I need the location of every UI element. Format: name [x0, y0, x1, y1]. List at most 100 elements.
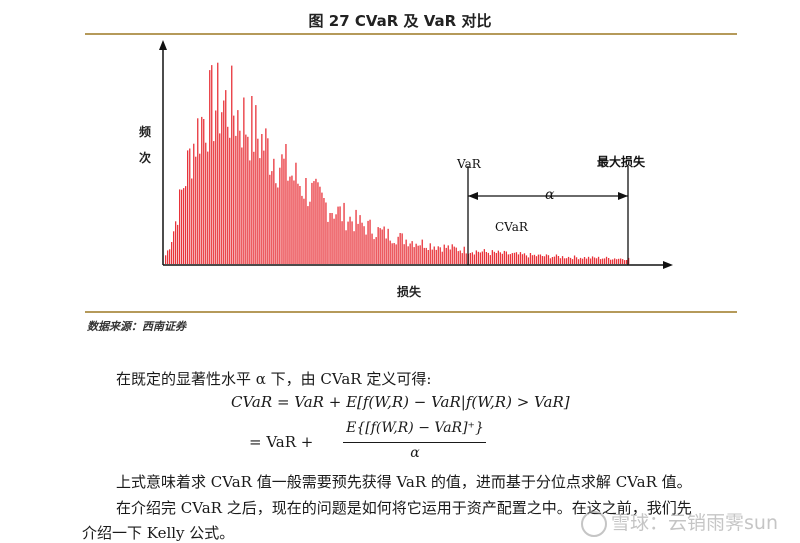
histogram-bar: [612, 259, 614, 264]
histogram-bar: [407, 246, 409, 264]
histogram-bar: [433, 246, 435, 264]
histogram-bar: [285, 144, 287, 264]
histogram-bar: [519, 252, 522, 264]
histogram-bars: [165, 62, 630, 265]
body-line-3: 在介绍完 CVaR 之后，现在的问题是如何将它运用于资产配置之中。在这之前，我们…: [116, 499, 692, 517]
histogram-bar: [363, 226, 365, 264]
histogram-bar: [225, 90, 227, 264]
source-note: 数据来源：西南证券: [87, 320, 186, 333]
histogram-bar: [345, 230, 347, 264]
histogram-bar: [245, 134, 247, 264]
histogram-bar: [169, 249, 171, 264]
histogram-bar: [201, 116, 203, 265]
histogram-bar: [553, 256, 556, 264]
figure-title: 图 27 CVaR 及 VaR 对比: [308, 12, 492, 30]
y-axis-label-char1: 频: [139, 124, 151, 139]
histogram-bar: [443, 244, 445, 264]
histogram-bar: [319, 186, 321, 264]
histogram-bar: [563, 258, 566, 264]
histogram-bar: [213, 141, 215, 264]
histogram-bar: [307, 206, 309, 264]
histogram-bar: [533, 254, 536, 264]
histogram-bar: [543, 256, 546, 264]
histogram-bar: [227, 126, 229, 264]
histogram-bar: [557, 256, 560, 264]
equation-2-lhs: = VaR +: [249, 433, 314, 451]
histogram-bar: [365, 234, 367, 264]
histogram-bar: [509, 254, 511, 264]
equation-2-numerator: E{[f(W,R) − VaR]⁺}: [346, 420, 484, 436]
histogram-bar: [223, 100, 225, 264]
histogram-bar: [267, 138, 269, 264]
histogram-bar: [431, 249, 433, 264]
body-line-1: 在既定的显著性水平 α 下，由 CVaR 定义可得:: [116, 370, 432, 388]
histogram-bar: [315, 178, 317, 264]
histogram-bar: [425, 247, 427, 264]
histogram-bar: [419, 245, 421, 264]
histogram-bar: [505, 251, 507, 264]
histogram-bar: [251, 96, 253, 264]
histogram-bar: [405, 239, 407, 264]
histogram-bar: [483, 249, 485, 264]
equation-1: CVaR = VaR + E[f(W,R) − VaR|f(W,R) > VaR…: [231, 393, 570, 411]
histogram-bar: [618, 258, 620, 264]
histogram-bar: [333, 218, 335, 264]
histogram-bar: [211, 65, 213, 264]
histogram-bar: [579, 257, 582, 264]
histogram-bar: [237, 110, 239, 264]
histogram-bar: [577, 259, 580, 264]
histogram-bar: [387, 228, 389, 264]
histogram-bar: [457, 251, 459, 264]
histogram-bar: [461, 253, 463, 264]
alpha-arrow-left: [468, 192, 478, 200]
histogram-bar: [183, 188, 185, 264]
histogram-bar: [195, 156, 197, 264]
histogram-bar: [539, 254, 542, 264]
histogram-bar: [569, 257, 572, 264]
histogram-bar: [585, 258, 588, 264]
y-axis-arrow: [159, 40, 167, 50]
histogram-bar: [573, 255, 576, 264]
histogram-bar: [351, 221, 353, 264]
histogram-bar: [395, 244, 397, 264]
histogram-bar: [321, 192, 323, 264]
histogram-bar: [463, 246, 465, 264]
histogram-bar: [525, 255, 528, 264]
histogram-bar: [297, 183, 299, 264]
histogram-bar: [439, 247, 441, 264]
histogram-bar: [397, 236, 399, 264]
histogram-bar: [599, 259, 602, 264]
fraction-bar: [343, 442, 486, 443]
x-axis-arrow: [663, 261, 673, 269]
histogram-bar: [589, 258, 592, 264]
histogram-bar: [293, 180, 295, 264]
histogram-bar: [377, 227, 379, 264]
watermark-text: 雪球：云销雨霁sun: [611, 512, 778, 534]
histogram-bar: [325, 202, 327, 264]
histogram-bar: [622, 259, 624, 264]
top-rule: [85, 33, 737, 35]
histogram-bar: [601, 258, 604, 264]
histogram-bar: [499, 252, 501, 264]
histogram-bar: [547, 255, 550, 264]
histogram-bar: [301, 195, 303, 264]
histogram-bar: [205, 142, 207, 264]
histogram-bar: [608, 258, 610, 264]
histogram-bar: [515, 252, 518, 264]
histogram-bar: [449, 249, 451, 264]
histogram-bar: [337, 206, 339, 264]
histogram-bar: [309, 201, 311, 264]
histogram-bar: [628, 257, 630, 264]
histogram-bar: [305, 178, 307, 264]
histogram-bar: [341, 221, 343, 264]
histogram-bar: [435, 249, 437, 264]
histogram-bar: [287, 180, 289, 264]
histogram-bar: [423, 247, 425, 264]
histogram-bar: [313, 181, 315, 264]
histogram-bar: [427, 250, 429, 264]
histogram-bar: [207, 151, 209, 264]
histogram-bar: [561, 256, 564, 264]
histogram-bar: [626, 260, 628, 264]
histogram-bar: [479, 252, 481, 264]
histogram-bar: [481, 251, 483, 264]
